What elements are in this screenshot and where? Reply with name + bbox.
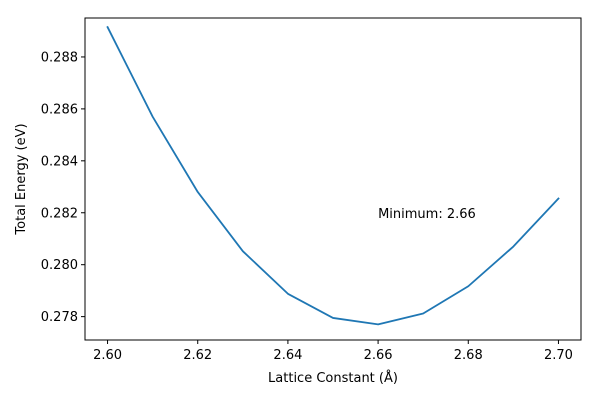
x-axis: 2.60 2.62 2.64 2.66 2.68 2.70 <box>93 340 573 363</box>
y-tick-label: 0.280 <box>41 258 78 273</box>
x-axis-label: Lattice Constant (Å) <box>268 370 398 386</box>
energy-series-line <box>106 25 560 326</box>
y-axis: 0.278 0.280 0.282 0.284 0.286 0.288 <box>41 50 85 325</box>
plot-frame <box>84 17 582 341</box>
y-tick-label: 0.286 <box>41 102 78 117</box>
x-tick-label: 2.62 <box>183 348 212 363</box>
x-tick-label: 2.70 <box>544 348 573 363</box>
plot-area <box>106 25 560 326</box>
y-tick-label: 0.284 <box>41 154 78 169</box>
y-axis-label: Total Energy (eV) <box>14 123 29 235</box>
y-tick-label: 0.282 <box>41 206 78 221</box>
minimum-annotation: Minimum: 2.66 <box>378 207 476 222</box>
x-tick-label: 2.64 <box>273 348 302 363</box>
x-tick-label: 2.66 <box>364 348 393 363</box>
x-tick-label: 2.68 <box>454 348 483 363</box>
x-tick-label: 2.60 <box>93 348 122 363</box>
y-tick-label: 0.288 <box>41 50 78 65</box>
y-tick-label: 0.278 <box>41 310 78 325</box>
annotations: Minimum: 2.66 <box>378 207 476 222</box>
